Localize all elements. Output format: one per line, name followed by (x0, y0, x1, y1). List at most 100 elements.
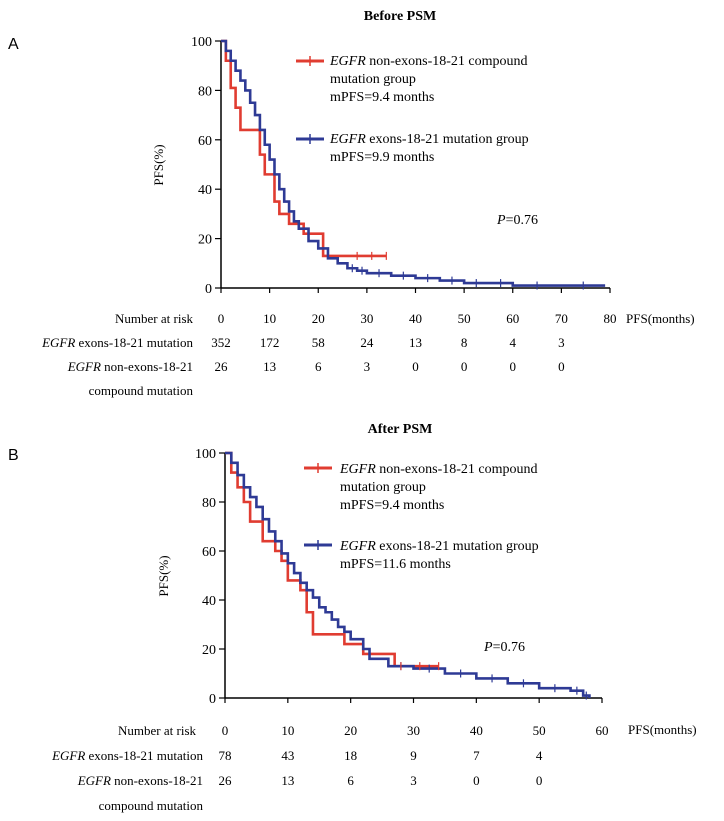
legend-b-red-gene: EGFR (339, 462, 376, 477)
panel-b-letter: B (8, 447, 19, 464)
legend-b-red-text: non-exons-18-21 compound (379, 462, 537, 477)
p1-y-tick-label: 20 (198, 233, 212, 248)
risk-a-row2-label2: compound mutation (89, 383, 194, 398)
p1-risk-value: 13 (263, 359, 276, 374)
legend-b-red-line1: EGFR non-exons-18-21 compound (339, 462, 538, 477)
p1-x-tick-label: 70 (555, 311, 568, 326)
p2-y-tick-label: 100 (195, 447, 216, 462)
risk-b-row1-gene: EGFR (51, 748, 85, 763)
legend-a-blue-text: exons-18-21 mutation group (369, 132, 528, 147)
legend-b-blue-text: exons-18-21 mutation group (379, 539, 538, 554)
p1-risk-value: 0 (558, 359, 565, 374)
p2-risk-value: 9 (410, 748, 417, 763)
risk-b-row2-gene: EGFR (77, 773, 111, 788)
panel-a-ylabel: PFS(%) (151, 144, 166, 185)
p2-x-tick-label: 20 (344, 723, 357, 738)
p1-x-tick-label: 30 (360, 311, 373, 326)
panel-b-title: After PSM (368, 422, 433, 437)
p2-risk-value: 7 (473, 748, 480, 763)
p2-risk-value: 13 (281, 773, 294, 788)
p1-x-tick-label: 20 (312, 311, 325, 326)
p2-series-blue-line (225, 451, 591, 698)
legend-a-red-gene: EGFR (329, 54, 366, 69)
legend-b-red-stat: mPFS=9.4 months (340, 498, 444, 513)
risk-a-row1-label: EGFR exons-18-21 mutation (41, 335, 193, 350)
p1-series-red-line (221, 39, 387, 258)
p2-risk-value: 4 (536, 748, 543, 763)
p2-x-tick-label: 50 (533, 723, 546, 738)
p2-y-tick-label: 80 (202, 496, 216, 511)
p1-risk-value: 24 (360, 335, 374, 350)
legend-a-red-line2: mutation group (330, 72, 416, 87)
risk-b-row2-label2: compound mutation (99, 798, 204, 813)
risk-a-row2-text: non-exons-18-21 (104, 359, 193, 374)
risk-b-row1-text: exons-18-21 mutation (89, 748, 204, 763)
p1-x-tick-label: 40 (409, 311, 422, 326)
p1-risk-value: 352 (211, 335, 231, 350)
p1-series-blue-line (221, 39, 606, 287)
legend-b-blue-stat: mPFS=11.6 months (340, 557, 451, 572)
panel-b-pvalue-rest: =0.76 (493, 640, 525, 655)
risk-b-row2-label: EGFR non-exons-18-21 (77, 773, 203, 788)
risk-b-header: Number at risk (118, 723, 196, 738)
panel-a-pvalue: P=0.76 (496, 213, 538, 228)
p1-risk-value: 3 (558, 335, 565, 350)
p2-risk-value: 26 (219, 773, 233, 788)
p1-risk-value: 0 (461, 359, 468, 374)
p1-risk-value: 58 (312, 335, 325, 350)
p2-y-tick-label: 20 (202, 643, 216, 658)
p1-x-tick-label: 0 (218, 311, 225, 326)
legend-a-red-line1: EGFR non-exons-18-21 compound (329, 54, 528, 69)
p1-y-tick-label: 80 (198, 84, 212, 99)
p1-x-tick-label: 80 (604, 311, 617, 326)
p1-x-tick-label: 60 (506, 311, 519, 326)
p2-risk-value: 78 (219, 748, 232, 763)
p1-y-tick-label: 0 (205, 282, 212, 297)
p1-y-tick-label: 60 (198, 134, 212, 149)
p2-risk-value: 0 (536, 773, 543, 788)
p2-x-tick-label: 0 (222, 723, 229, 738)
p1-risk-value: 26 (215, 359, 229, 374)
legend-a-blue-gene: EGFR (329, 132, 366, 147)
panel-a-xunit: PFS(months) (626, 311, 695, 326)
p2-x-tick-label: 30 (407, 723, 420, 738)
p2-y-tick-label: 0 (209, 692, 216, 707)
panel-b-ylabel: PFS(%) (156, 555, 171, 596)
p2-x-tick-label: 10 (281, 723, 294, 738)
p1-x-tick-label: 10 (263, 311, 276, 326)
legend-b-blue-line1: EGFR exons-18-21 mutation group (339, 539, 539, 554)
panel-b-xunit: PFS(months) (628, 722, 697, 737)
risk-a-header: Number at risk (115, 311, 193, 326)
panel-a-pvalue-rest: =0.76 (506, 213, 538, 228)
p2-risk-value: 6 (347, 773, 354, 788)
p2-x-tick-label: 40 (470, 723, 483, 738)
p2-y-tick-label: 40 (202, 594, 216, 609)
risk-a-row2-gene: EGFR (67, 359, 101, 374)
p2-risk-value: 3 (410, 773, 417, 788)
panel-a-pvalue-p: P (496, 213, 506, 228)
p2-y-tick-label: 60 (202, 545, 216, 560)
risk-a-row1-text: exons-18-21 mutation (79, 335, 194, 350)
legend-b-red-line2: mutation group (340, 480, 426, 495)
legend-a-blue-line1: EGFR exons-18-21 mutation group (329, 132, 529, 147)
risk-a-row2-label: EGFR non-exons-18-21 (67, 359, 193, 374)
legend-a-red-stat: mPFS=9.4 months (330, 90, 434, 105)
p1-x-tick-label: 50 (458, 311, 471, 326)
legend-a-blue-stat: mPFS=9.9 months (330, 150, 434, 165)
p1-risk-value: 3 (364, 359, 371, 374)
risk-b-row2-text: non-exons-18-21 (114, 773, 203, 788)
panel-a-title: Before PSM (364, 9, 436, 24)
p2-risk-value: 0 (473, 773, 480, 788)
panel-a-letter: A (8, 36, 19, 53)
p1-risk-value: 8 (461, 335, 468, 350)
p2-risk-value: 43 (281, 748, 294, 763)
legend-b-blue-gene: EGFR (339, 539, 376, 554)
p1-risk-value: 13 (409, 335, 422, 350)
risk-a-row1-gene: EGFR (41, 335, 75, 350)
panel-b-pvalue: P=0.76 (483, 640, 525, 655)
p1-risk-value: 172 (260, 335, 280, 350)
p1-y-tick-label: 100 (191, 35, 212, 50)
p2-risk-value: 18 (344, 748, 357, 763)
